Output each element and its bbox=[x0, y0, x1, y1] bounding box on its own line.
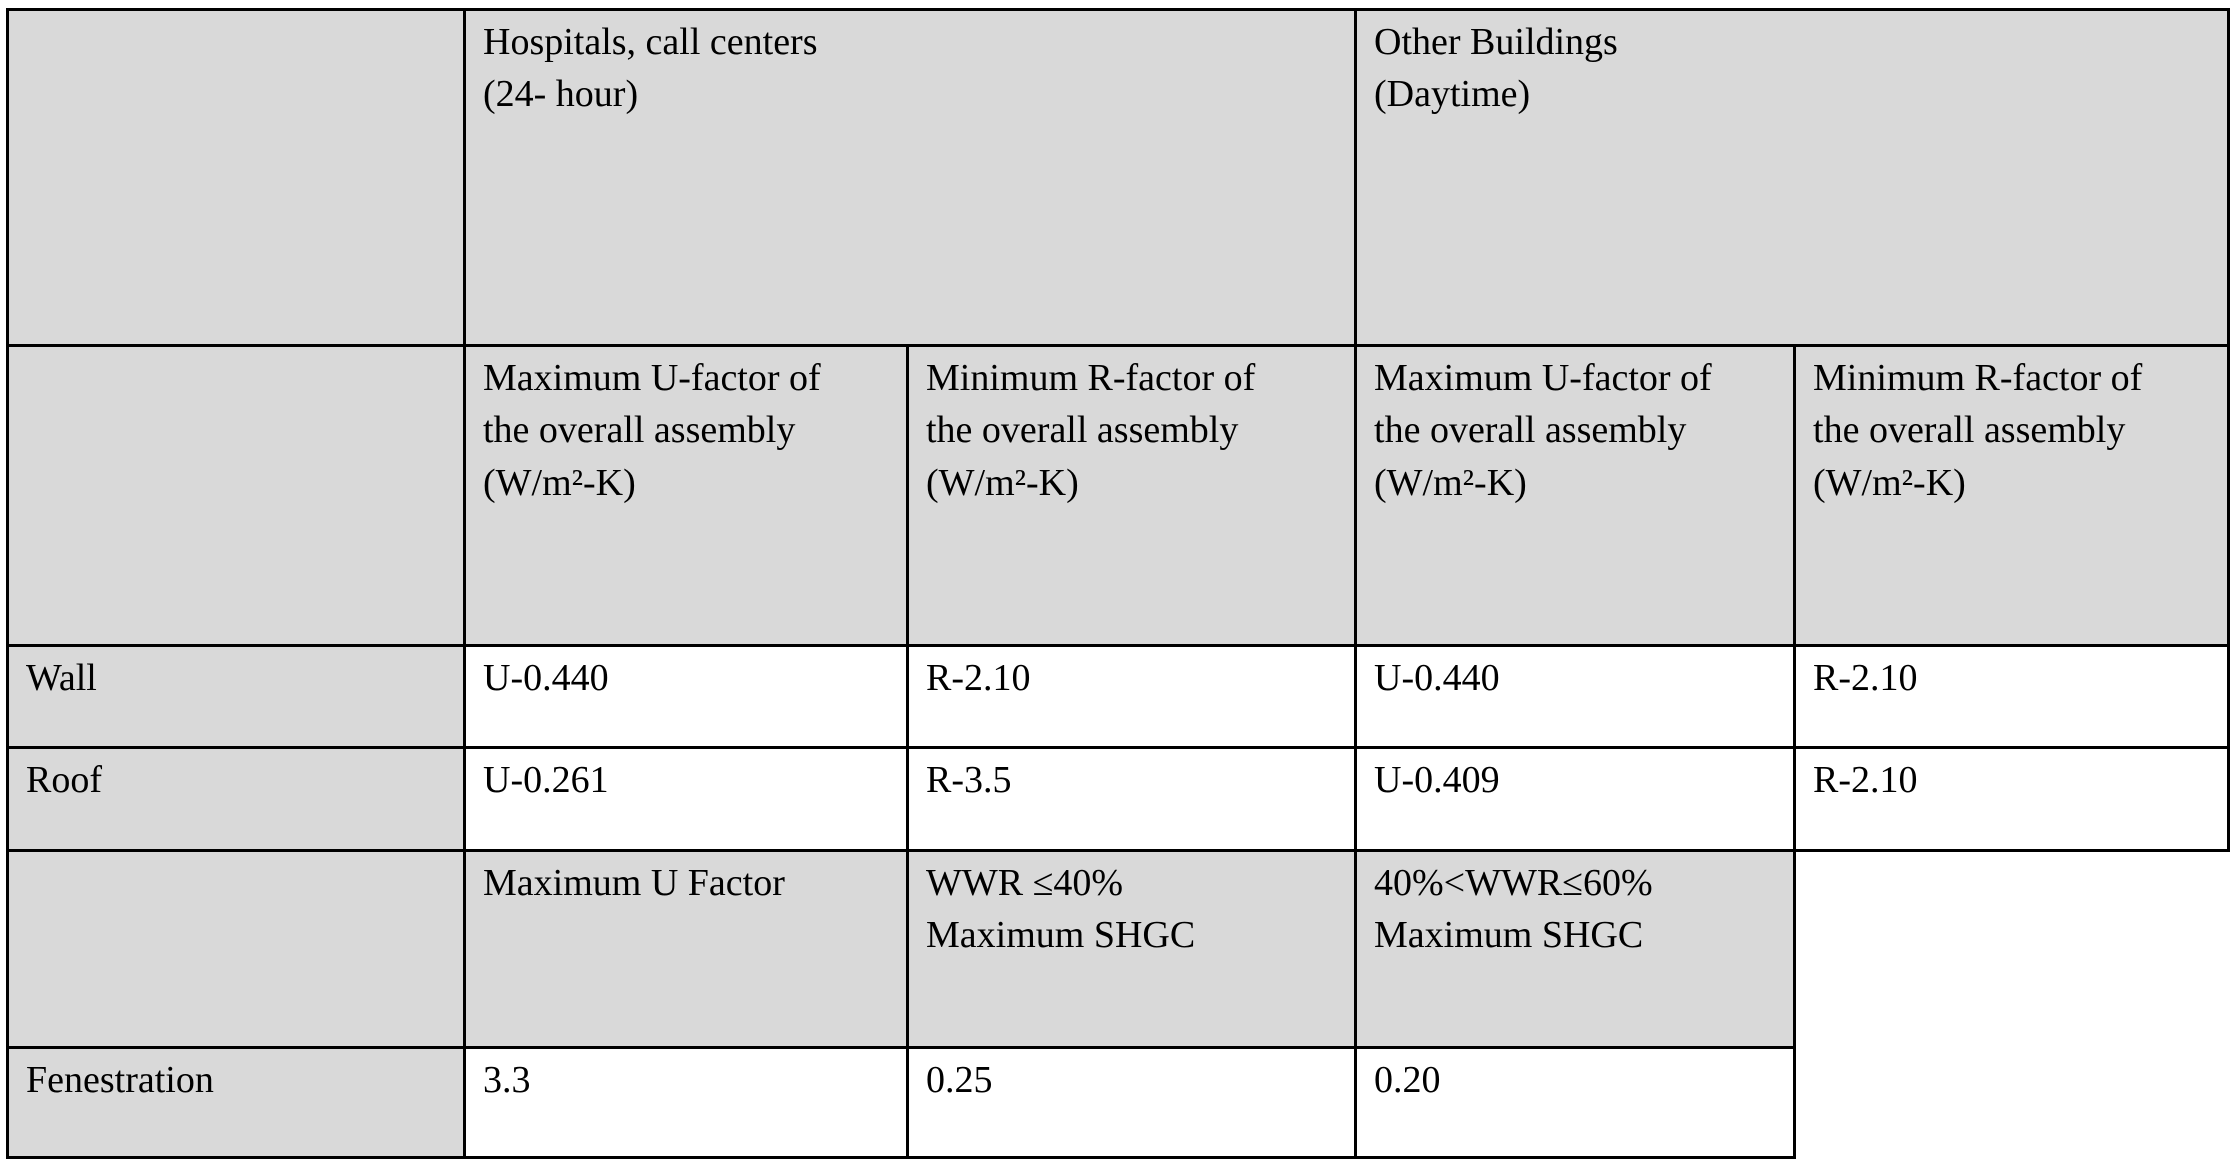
col-header-min-r-factor-hospitals: Minimum R-factor of the overall assembly… bbox=[905, 344, 1358, 647]
corner-empty-cell bbox=[6, 8, 466, 347]
table-row-roof: Roof U-0.261 R-3.5 U-0.409 R-2.10 bbox=[6, 746, 2231, 852]
table-row-fenestration: Fenestration 3.3 0.25 0.20 bbox=[6, 1046, 2229, 1159]
col-header-max-u-factor-hospitals: Maximum U-factor of the overall assembly… bbox=[463, 344, 909, 647]
row-label-roof: Roof bbox=[6, 746, 466, 852]
col-header-min-r-factor-other: Minimum R-factor of the overall assembly… bbox=[1793, 344, 2231, 647]
wall-r-factor-other: R-2.10 bbox=[1793, 644, 2231, 749]
roof-u-factor-other: U-0.409 bbox=[1354, 746, 1797, 852]
group-header-row: Hospitals, call centers (24- hour) Other… bbox=[6, 8, 2231, 347]
envelope-requirements-table: Hospitals, call centers (24- hour) Other… bbox=[6, 8, 2231, 1159]
fenestration-shgc-wwr-40-60-value: 0.20 bbox=[1354, 1046, 1797, 1159]
row-label-fenestration: Fenestration bbox=[6, 1046, 466, 1159]
fenestration-header-wwr-le-40: WWR ≤40% Maximum SHGC bbox=[905, 849, 1358, 1049]
wall-u-factor-hospitals: U-0.440 bbox=[463, 644, 909, 749]
roof-r-factor-other: R-2.10 bbox=[1793, 746, 2231, 852]
fenestration-shgc-wwr-le-40-value: 0.25 bbox=[905, 1046, 1358, 1159]
fenestration-header-empty-cell bbox=[6, 849, 466, 1049]
fenestration-header-wwr-40-60: 40%<WWR≤60% Maximum SHGC bbox=[1354, 849, 1797, 1049]
wall-r-factor-hospitals: R-2.10 bbox=[905, 644, 1358, 749]
col-header-max-u-factor-other: Maximum U-factor of the overall assembly… bbox=[1354, 344, 1797, 647]
group-header-hospitals: Hospitals, call centers (24- hour) bbox=[462, 8, 1358, 347]
fenestration-header-row: Maximum U Factor WWR ≤40% Maximum SHGC 4… bbox=[6, 849, 2229, 1049]
table-row-wall: Wall U-0.440 R-2.10 U-0.440 R-2.10 bbox=[6, 644, 2231, 749]
row-label-wall: Wall bbox=[6, 644, 466, 749]
column-header-row: Maximum U-factor of the overall assembly… bbox=[6, 344, 2231, 647]
row-label-header-empty-cell bbox=[6, 344, 466, 647]
wall-u-factor-other: U-0.440 bbox=[1354, 644, 1797, 749]
roof-u-factor-hospitals: U-0.261 bbox=[463, 746, 909, 852]
fenestration-max-u-factor-value: 3.3 bbox=[463, 1046, 909, 1159]
fenestration-header-max-u-factor: Maximum U Factor bbox=[463, 849, 909, 1049]
group-header-other-buildings: Other Buildings (Daytime) bbox=[1354, 8, 2231, 347]
roof-r-factor-hospitals: R-3.5 bbox=[905, 746, 1358, 852]
